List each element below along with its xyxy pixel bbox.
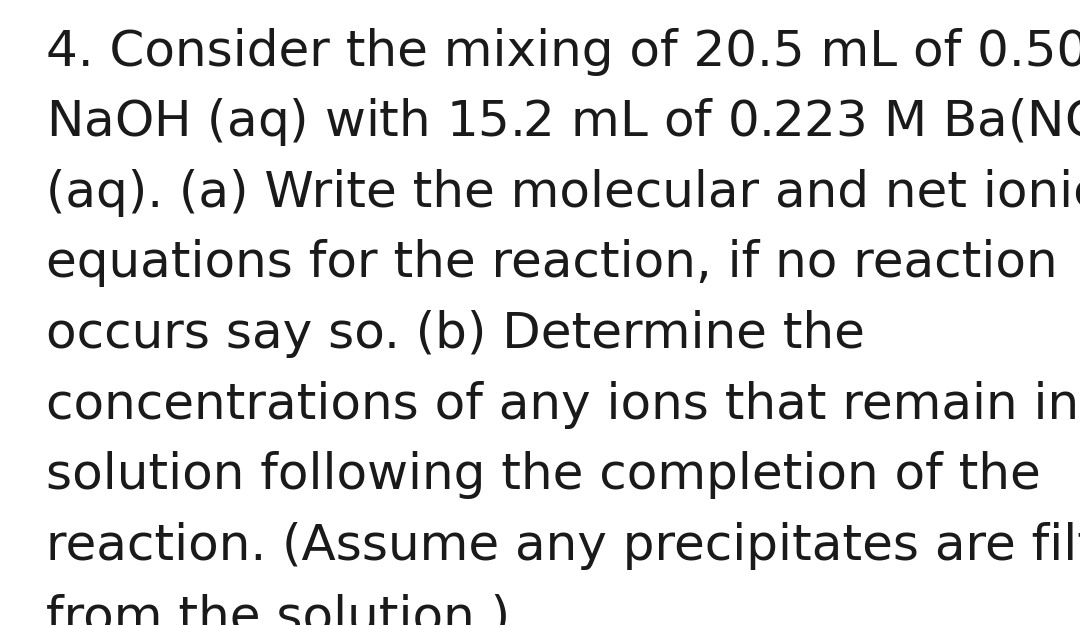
Text: (aq). (a) Write the molecular and net ionic: (aq). (a) Write the molecular and net io… [46, 169, 1080, 217]
Text: 4. Consider the mixing of 20.5 mL of 0.500 M: 4. Consider the mixing of 20.5 mL of 0.5… [46, 28, 1080, 76]
Text: reaction. (Assume any precipitates are filtered: reaction. (Assume any precipitates are f… [46, 522, 1080, 570]
Text: concentrations of any ions that remain in: concentrations of any ions that remain i… [46, 381, 1080, 429]
Text: solution following the completion of the: solution following the completion of the [46, 451, 1041, 499]
Text: NaOH (aq) with 15.2 mL of 0.223 M Ba(NO$_{3}$)$_{2}$: NaOH (aq) with 15.2 mL of 0.223 M Ba(NO$… [46, 96, 1080, 148]
Text: from the solution.): from the solution.) [46, 593, 511, 625]
Text: occurs say so. (b) Determine the: occurs say so. (b) Determine the [46, 310, 865, 358]
Text: equations for the reaction, if no reaction: equations for the reaction, if no reacti… [46, 239, 1058, 288]
